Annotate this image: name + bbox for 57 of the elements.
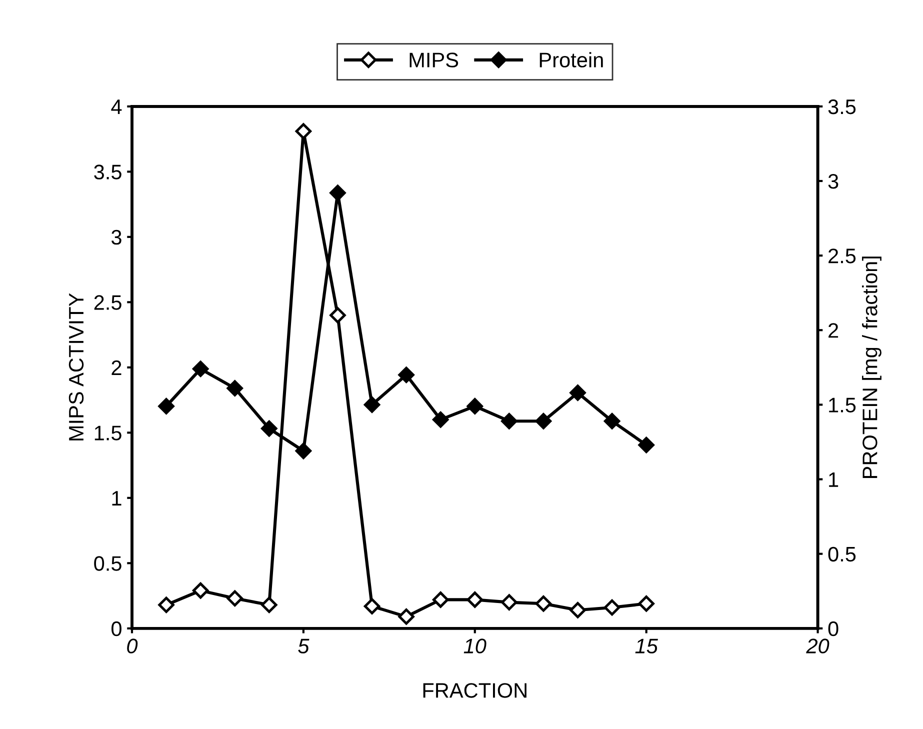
point xyxy=(261,420,278,437)
y-tick-label: 1.5 xyxy=(94,426,122,440)
x-tick-label: 5 xyxy=(298,638,310,654)
x-tick-label: 15 xyxy=(635,638,658,654)
point xyxy=(604,412,620,430)
point xyxy=(330,184,346,202)
point xyxy=(466,398,484,414)
y2-axis-title: PROTEIN [mg / fraction] xyxy=(862,256,882,478)
point xyxy=(398,366,414,383)
y2-tick-label: 0 xyxy=(828,621,838,636)
point xyxy=(364,396,380,413)
point xyxy=(295,442,312,460)
x-tick-label: 20 xyxy=(806,638,830,654)
y2-tick-label: 3.5 xyxy=(828,99,856,114)
point xyxy=(158,596,174,614)
y-tick-label: 3.5 xyxy=(94,164,122,180)
x-axis-title: FRACTION xyxy=(423,683,526,698)
y-tick-label: 2.5 xyxy=(94,295,122,310)
point xyxy=(226,380,243,396)
point xyxy=(570,602,586,618)
x-tick-label: 0 xyxy=(127,638,138,654)
y-tick-label: 0 xyxy=(111,621,122,636)
point xyxy=(501,594,518,610)
y2-tick-label: 1.5 xyxy=(829,398,856,412)
point xyxy=(226,590,243,607)
point xyxy=(192,582,209,599)
point xyxy=(398,608,414,625)
y-tick-label: 2 xyxy=(112,360,122,375)
legend-label: MIPS xyxy=(410,52,458,68)
point xyxy=(535,412,552,430)
point xyxy=(330,307,346,324)
y-axis-title: MIPS ACTIVITY xyxy=(68,293,84,440)
point xyxy=(638,595,654,612)
point xyxy=(604,599,620,616)
point xyxy=(295,123,312,140)
point xyxy=(158,398,174,414)
y-tick-label: 4 xyxy=(111,100,122,114)
y2-tick-label: 2.5 xyxy=(828,248,856,264)
x-tick-label: 10 xyxy=(464,638,486,654)
legend-label: Protein xyxy=(540,52,603,68)
y-tick-label: 0.5 xyxy=(94,556,122,571)
point xyxy=(638,436,654,454)
point xyxy=(261,596,278,614)
point xyxy=(501,412,518,430)
y2-tick-label: 2 xyxy=(828,323,838,338)
point xyxy=(432,411,449,428)
y2-tick-label: 3 xyxy=(828,174,838,189)
point xyxy=(432,592,449,608)
y2-tick-label: 1 xyxy=(829,472,838,487)
point xyxy=(192,360,209,378)
y2-tick-label: 0.5 xyxy=(828,546,856,562)
point xyxy=(364,598,380,614)
y-tick-label: 3 xyxy=(111,230,122,245)
point xyxy=(570,384,586,401)
point xyxy=(535,595,552,612)
y-tick-label: 1 xyxy=(112,491,122,506)
point xyxy=(466,592,484,608)
